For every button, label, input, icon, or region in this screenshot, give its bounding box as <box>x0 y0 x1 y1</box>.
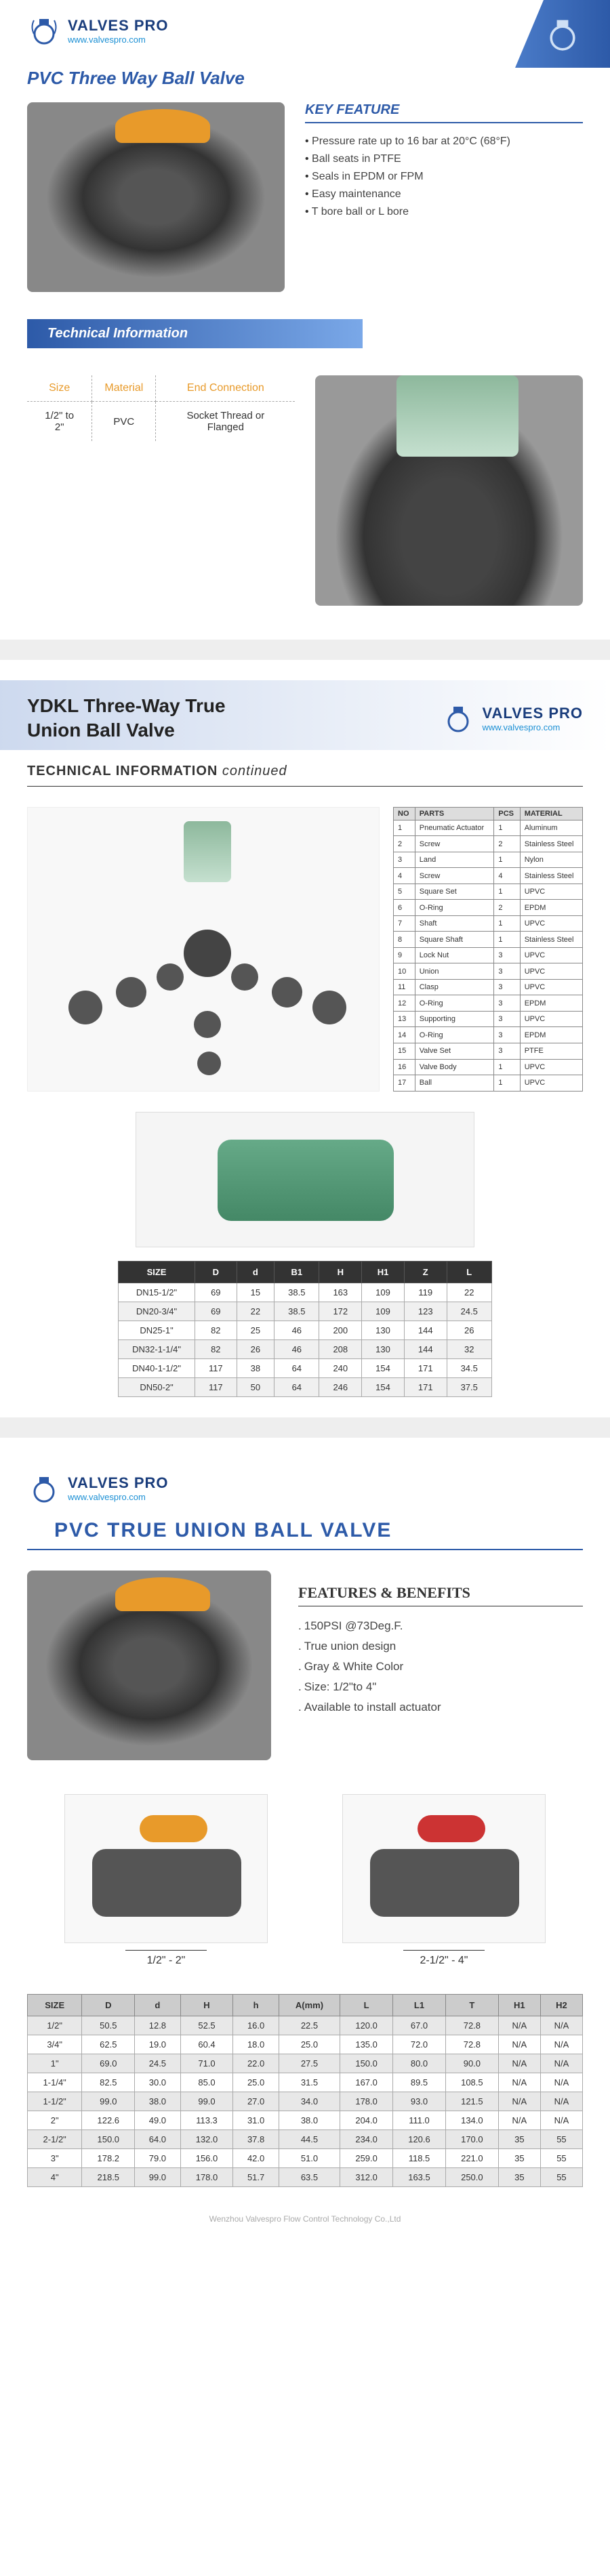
section3-size-table: SIZEDdHhA(mm)LL1TH1H2 1/2"50.512.852.516… <box>27 1994 583 2187</box>
valve-logo-icon <box>27 1472 61 1505</box>
parts-table: NOPARTSPCSMATERIAL 1Pneumatic Actuator1A… <box>393 807 583 1092</box>
logo-box-3: VALVES PRO www.valvespro.com <box>27 1472 169 1505</box>
table-row: 8Square Shaft1Stainless Steel <box>394 932 583 948</box>
benefit-item: 150PSI @73Deg.F. <box>298 1616 583 1636</box>
benefit-item: Size: 1/2"to 4" <box>298 1677 583 1697</box>
section3-title: PVC TRUE UNION BALL VALVE <box>27 1512 583 1550</box>
table-row: DN40-1-1/2"117386424015417134.5 <box>119 1358 492 1377</box>
tech-info-title: Technical Information <box>27 319 363 348</box>
tech-continued-heading: TECHNICAL INFORMATION continued <box>0 750 610 786</box>
table-row: DN25-1"82254620013014426 <box>119 1321 492 1339</box>
range-label-2: 2-1/2" - 4" <box>403 1950 485 1967</box>
feature-item: Easy maintenance <box>305 186 583 203</box>
table-row: 13Supporting3UPVC <box>394 1011 583 1027</box>
logo-box-2: VALVES PRO www.valvespro.com <box>441 701 583 735</box>
tech-info-block: SizeMaterialEnd Connection 1/2" to 2"PVC… <box>0 362 610 619</box>
section2-size-table: SIZEDdB1HH1ZL DN15-1/2"691538.5163109119… <box>118 1261 492 1397</box>
brand-name: VALVES PRO <box>68 1474 169 1492</box>
fb-list: 150PSI @73Deg.F.True union designGray & … <box>298 1616 583 1718</box>
benefit-item: Available to install actuator <box>298 1697 583 1718</box>
table-row: 2Screw2Stainless Steel <box>394 836 583 852</box>
table-row: 3"178.279.0156.042.051.0259.0118.5221.03… <box>28 2148 583 2167</box>
brand-url[interactable]: www.valvespro.com <box>68 35 169 45</box>
table-row: DN32-1-1/4"82264620813014432 <box>119 1339 492 1358</box>
divider-1 <box>0 640 610 660</box>
table-row: DN15-1/2"691538.516310911922 <box>119 1283 492 1302</box>
logo-box: VALVES PRO www.valvespro.com <box>27 14 169 47</box>
section1-body: KEY FEATURE Pressure rate up to 16 bar a… <box>0 96 610 312</box>
table-row: 4"218.599.0178.051.763.5312.0163.5250.03… <box>28 2167 583 2186</box>
exploded-block: NOPARTSPCSMATERIAL 1Pneumatic Actuator1A… <box>0 800 610 1098</box>
header-corner-icon <box>515 0 610 68</box>
section2-title: YDKL Three-Way True Union Ball Valve <box>27 694 226 743</box>
valve-drawing-small <box>64 1794 268 1943</box>
brand-name: VALVES PRO <box>68 17 169 35</box>
table-row: 1"69.024.571.022.027.5150.080.090.0N/AN/… <box>28 2054 583 2073</box>
table-row: 3Land1Nylon <box>394 852 583 868</box>
brand-url[interactable]: www.valvespro.com <box>68 1492 169 1502</box>
table-row: 14O-Ring3EPDM <box>394 1027 583 1043</box>
table-row: 4Screw4Stainless Steel <box>394 868 583 884</box>
dimension-drawing <box>136 1112 474 1247</box>
features-benefits-block: FEATURES & BENEFITS 150PSI @73Deg.F.True… <box>0 1564 610 1781</box>
table-row: 3/4"62.519.060.418.025.0135.072.072.8N/A… <box>28 2035 583 2054</box>
valve-drawing-large <box>342 1794 546 1943</box>
table-row: 1-1/4"82.530.085.025.031.5167.089.5108.5… <box>28 2073 583 2092</box>
valve-logo-icon <box>27 14 61 47</box>
product-image-1 <box>27 102 285 292</box>
spec-table: SizeMaterialEnd Connection 1/2" to 2"PVC… <box>27 375 295 441</box>
feature-item: Pressure rate up to 16 bar at 20°C (68°F… <box>305 133 583 150</box>
actuator-image <box>315 375 583 606</box>
brand-name: VALVES PRO <box>482 705 583 722</box>
table-row: 1/2"50.512.852.516.022.5120.067.072.8N/A… <box>28 2016 583 2035</box>
feature-item: T bore ball or L bore <box>305 203 583 221</box>
tech-heading-text: TECHNICAL INFORMATION <box>27 764 218 778</box>
range-label-1: 1/2" - 2" <box>125 1950 207 1967</box>
valve-drawings: 1/2" - 2" 2-1/2" - 4" <box>0 1781 610 1980</box>
table-row: 7Shaft1UPVC <box>394 915 583 932</box>
product-image-3 <box>27 1571 271 1760</box>
divider-2 <box>0 1417 610 1438</box>
table-row: 1-1/2"99.038.099.027.034.0178.093.0121.5… <box>28 2092 583 2111</box>
section2-title-l1: YDKL Three-Way True <box>27 694 226 718</box>
key-feature-list: Pressure rate up to 16 bar at 20°C (68°F… <box>305 133 583 221</box>
valve-logo-icon <box>441 701 475 735</box>
table-row: 16Valve Body1UPVC <box>394 1059 583 1075</box>
header-3: VALVES PRO www.valvespro.com <box>0 1458 610 1512</box>
table-row: 12O-Ring3EPDM <box>394 995 583 1012</box>
table-row: 10Union3UPVC <box>394 963 583 980</box>
table-row: 15Valve Set3PTFE <box>394 1043 583 1060</box>
brand-url[interactable]: www.valvespro.com <box>482 722 583 732</box>
table-row: 1Pneumatic Actuator1Aluminum <box>394 820 583 836</box>
header-1: VALVES PRO www.valvespro.com <box>0 0 610 54</box>
table-row: DN50-2"117506424615417137.5 <box>119 1377 492 1396</box>
section2-header: YDKL Three-Way True Union Ball Valve VAL… <box>0 680 610 750</box>
table-row: 5Square Set1UPVC <box>394 884 583 900</box>
table-row: 9Lock Nut3UPVC <box>394 947 583 963</box>
benefit-item: True union design <box>298 1636 583 1657</box>
benefit-item: Gray & White Color <box>298 1657 583 1677</box>
table-row: DN20-3/4"692238.517210912324.5 <box>119 1302 492 1321</box>
watermark-footer: Wenzhou Valvespro Flow Control Technolog… <box>0 2201 610 2237</box>
table-row: 17Ball1UPVC <box>394 1075 583 1092</box>
exploded-diagram <box>27 807 380 1092</box>
table-row: 6O-Ring2EPDM <box>394 900 583 916</box>
continued-text: continued <box>222 764 287 778</box>
feature-item: Seals in EPDM or FPM <box>305 168 583 186</box>
table-row: 2-1/2"150.064.0132.037.844.5234.0120.617… <box>28 2130 583 2148</box>
key-feature-title: KEY FEATURE <box>305 102 583 123</box>
table-row: 2"122.649.0113.331.038.0204.0111.0134.0N… <box>28 2111 583 2130</box>
fb-title: FEATURES & BENEFITS <box>298 1584 583 1606</box>
underline <box>27 786 583 787</box>
section2-title-l2: Union Ball Valve <box>27 718 226 743</box>
table-row: 11Clasp3UPVC <box>394 979 583 995</box>
feature-item: Ball seats in PTFE <box>305 150 583 168</box>
